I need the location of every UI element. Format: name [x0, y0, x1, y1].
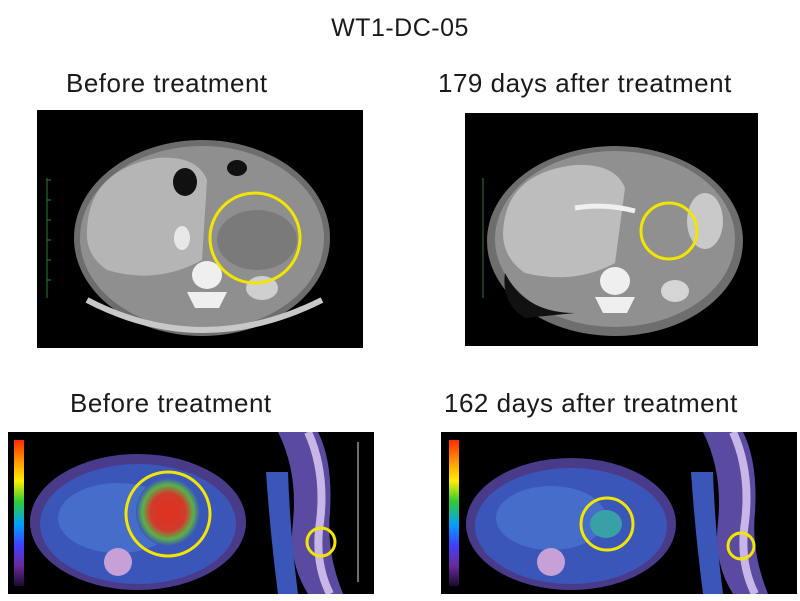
pet-scan-after-image — [441, 432, 797, 594]
lesion-circle — [208, 191, 302, 285]
pet-colorbar — [449, 440, 459, 586]
lesion-circle — [579, 496, 635, 552]
spine — [595, 267, 635, 313]
ct-scan-after-image — [465, 113, 758, 346]
lesion-circle — [639, 201, 699, 261]
lesion-circle — [124, 470, 212, 558]
pet-before-label: Before treatment — [70, 388, 272, 418]
liver — [503, 164, 625, 278]
pet-after-label: 162 days after treatment — [444, 388, 738, 418]
ct-before-label: Before treatment — [66, 68, 268, 98]
ct-after-label: 179 days after treatment — [438, 68, 732, 98]
lesion-circle-sagittal — [726, 531, 756, 561]
figure-title: WT1-DC-05 — [331, 14, 469, 42]
scale-ruler — [46, 178, 51, 298]
pet-hotspot — [136, 478, 200, 546]
pet-colorbar — [14, 440, 24, 586]
ct-scan-before-image — [37, 110, 363, 348]
pet-hotspot — [590, 510, 622, 538]
pet-scan-before-image — [8, 432, 374, 594]
spine — [187, 261, 227, 308]
lesion-circle-sagittal — [305, 526, 337, 558]
